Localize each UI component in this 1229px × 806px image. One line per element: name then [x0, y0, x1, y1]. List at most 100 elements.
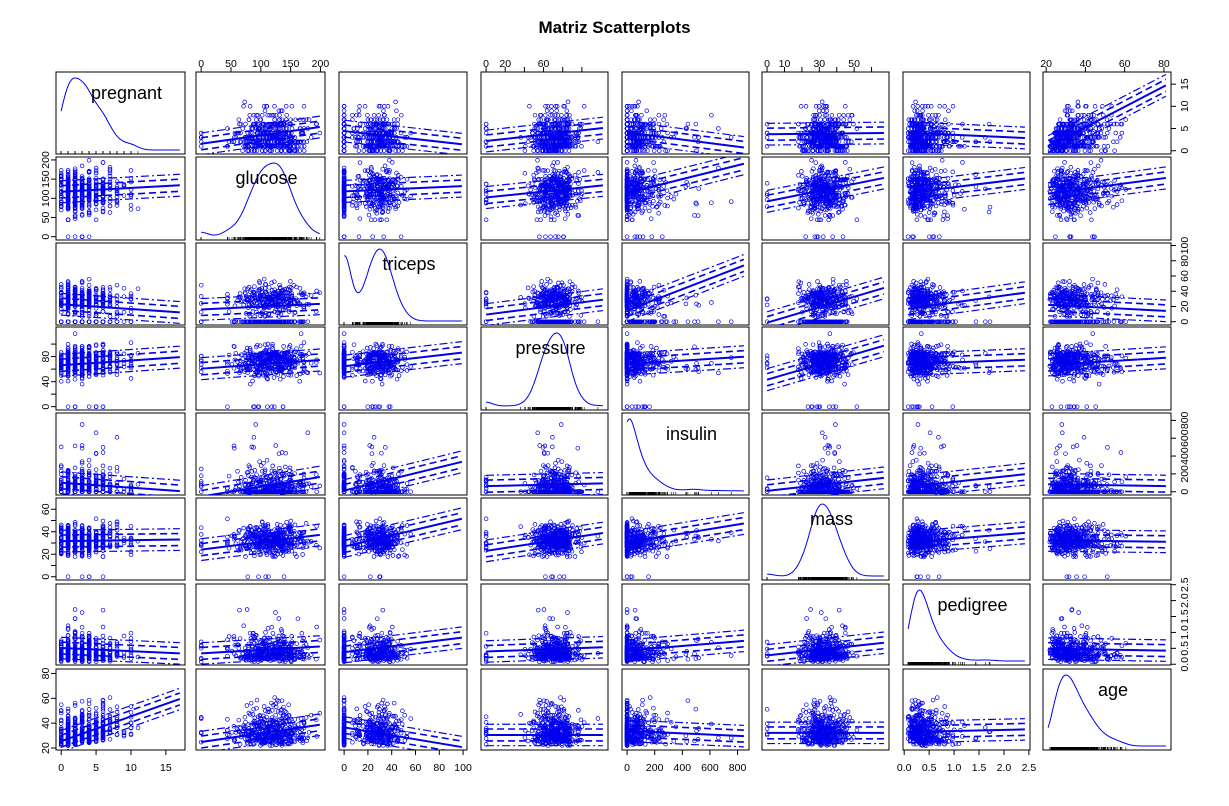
scatter-point [483, 121, 489, 127]
scatter-point [350, 117, 355, 122]
scatter-point [652, 117, 657, 122]
scatter-point [65, 234, 71, 239]
scatter-point [287, 121, 293, 127]
fit-lines-glucose-vs-pregnant [61, 173, 180, 204]
panel-triceps-triceps [338, 242, 468, 326]
scatter-point [381, 112, 387, 118]
scatter-point [910, 104, 916, 109]
scatter-point [564, 112, 569, 118]
scatter-point [913, 99, 918, 105]
scatter-point [557, 121, 562, 127]
scatter-point [573, 144, 579, 149]
scatter-point [273, 112, 279, 118]
scatter-point [250, 139, 255, 145]
scatter-point [642, 148, 647, 153]
scatter-point [548, 139, 554, 145]
scatter-point [372, 117, 378, 122]
scatter-point [942, 104, 947, 109]
scatter-point [542, 148, 548, 153]
scatter-point [534, 126, 539, 131]
panel-glucose-age [1042, 156, 1172, 241]
panel-mass-insulin [621, 497, 750, 581]
scatter-point [693, 121, 699, 127]
scatter-point [249, 130, 255, 136]
panel-pedigree-glucose [195, 583, 326, 666]
scatter-point [665, 130, 670, 136]
scatter-point [391, 117, 397, 122]
scatter-point [551, 160, 557, 165]
scatter-point [661, 117, 666, 122]
scatter-point [238, 139, 244, 145]
scatter-point [371, 139, 377, 145]
scatter-point [553, 117, 558, 122]
scatter-point [530, 181, 535, 186]
scatter-point [546, 121, 552, 127]
scatter-point [543, 121, 548, 127]
scatter-point [802, 148, 807, 153]
scatter-point [357, 216, 363, 221]
fit-lines-pregnant-vs-triceps [344, 119, 462, 154]
scatter-point [385, 209, 391, 214]
panel-insulin-age [1042, 412, 1172, 496]
scatter-point [247, 112, 253, 118]
scatter-point [800, 148, 806, 153]
spread-line-lower [486, 138, 603, 153]
scatter-point [637, 135, 643, 140]
scatter-point [809, 121, 814, 127]
scatter-point [283, 126, 289, 131]
scatter-point [624, 104, 630, 109]
spread-line-upper [201, 115, 320, 134]
scatter-point [294, 148, 299, 153]
panel-pregnant-mass [761, 71, 890, 155]
panel-pressure-glucose [195, 326, 326, 411]
panel-pedigree-mass [761, 583, 890, 666]
panel-insulin-glucose [195, 412, 326, 496]
scatter-point [818, 117, 823, 122]
scatter-point [565, 212, 571, 217]
scatter-point [946, 108, 951, 114]
scatter-point [1106, 126, 1112, 131]
scatter-point [817, 108, 822, 114]
scatter-point [357, 104, 362, 109]
scatter-point [253, 121, 259, 127]
scatter-point [287, 139, 292, 145]
scatter-point [283, 117, 289, 122]
scatter-point [950, 104, 956, 109]
panel-age-glucose [195, 668, 326, 751]
scatter-point [277, 112, 282, 118]
scatter-point [483, 181, 489, 187]
scatter-point [1075, 99, 1081, 105]
scatter-point [575, 139, 580, 145]
scatter-point [822, 117, 827, 122]
scatter-point [93, 207, 99, 213]
scatter-point [764, 135, 770, 140]
panel-pressure-insulin [621, 326, 750, 411]
scatter-point [657, 148, 662, 153]
scatter-point [282, 135, 287, 140]
scatter-point [534, 217, 540, 223]
scatter-point [1101, 144, 1107, 149]
scatter-point [267, 112, 272, 118]
scatter-point [387, 130, 392, 136]
scatter-point [652, 144, 658, 149]
scatter-point [371, 112, 377, 118]
scatter-point [813, 112, 818, 118]
scatter-point [198, 144, 204, 149]
panel-age-triceps [338, 668, 468, 751]
scatter-point [665, 203, 670, 209]
scatter-point [563, 208, 568, 214]
scatter-point [1105, 144, 1111, 149]
panel-pedigree-pregnant [55, 583, 186, 666]
scatter-point [86, 234, 92, 239]
scatter-point [532, 112, 538, 118]
scatter-point [665, 148, 670, 153]
scatter-point [564, 144, 570, 149]
scatter-point [384, 121, 389, 127]
scatter-point [564, 108, 570, 114]
scatter-point [243, 121, 248, 127]
scatter-point [399, 184, 404, 189]
scatter-point [548, 112, 553, 118]
scatter-point [361, 148, 367, 153]
scatter-point [824, 112, 829, 118]
scatter-point [128, 202, 134, 208]
